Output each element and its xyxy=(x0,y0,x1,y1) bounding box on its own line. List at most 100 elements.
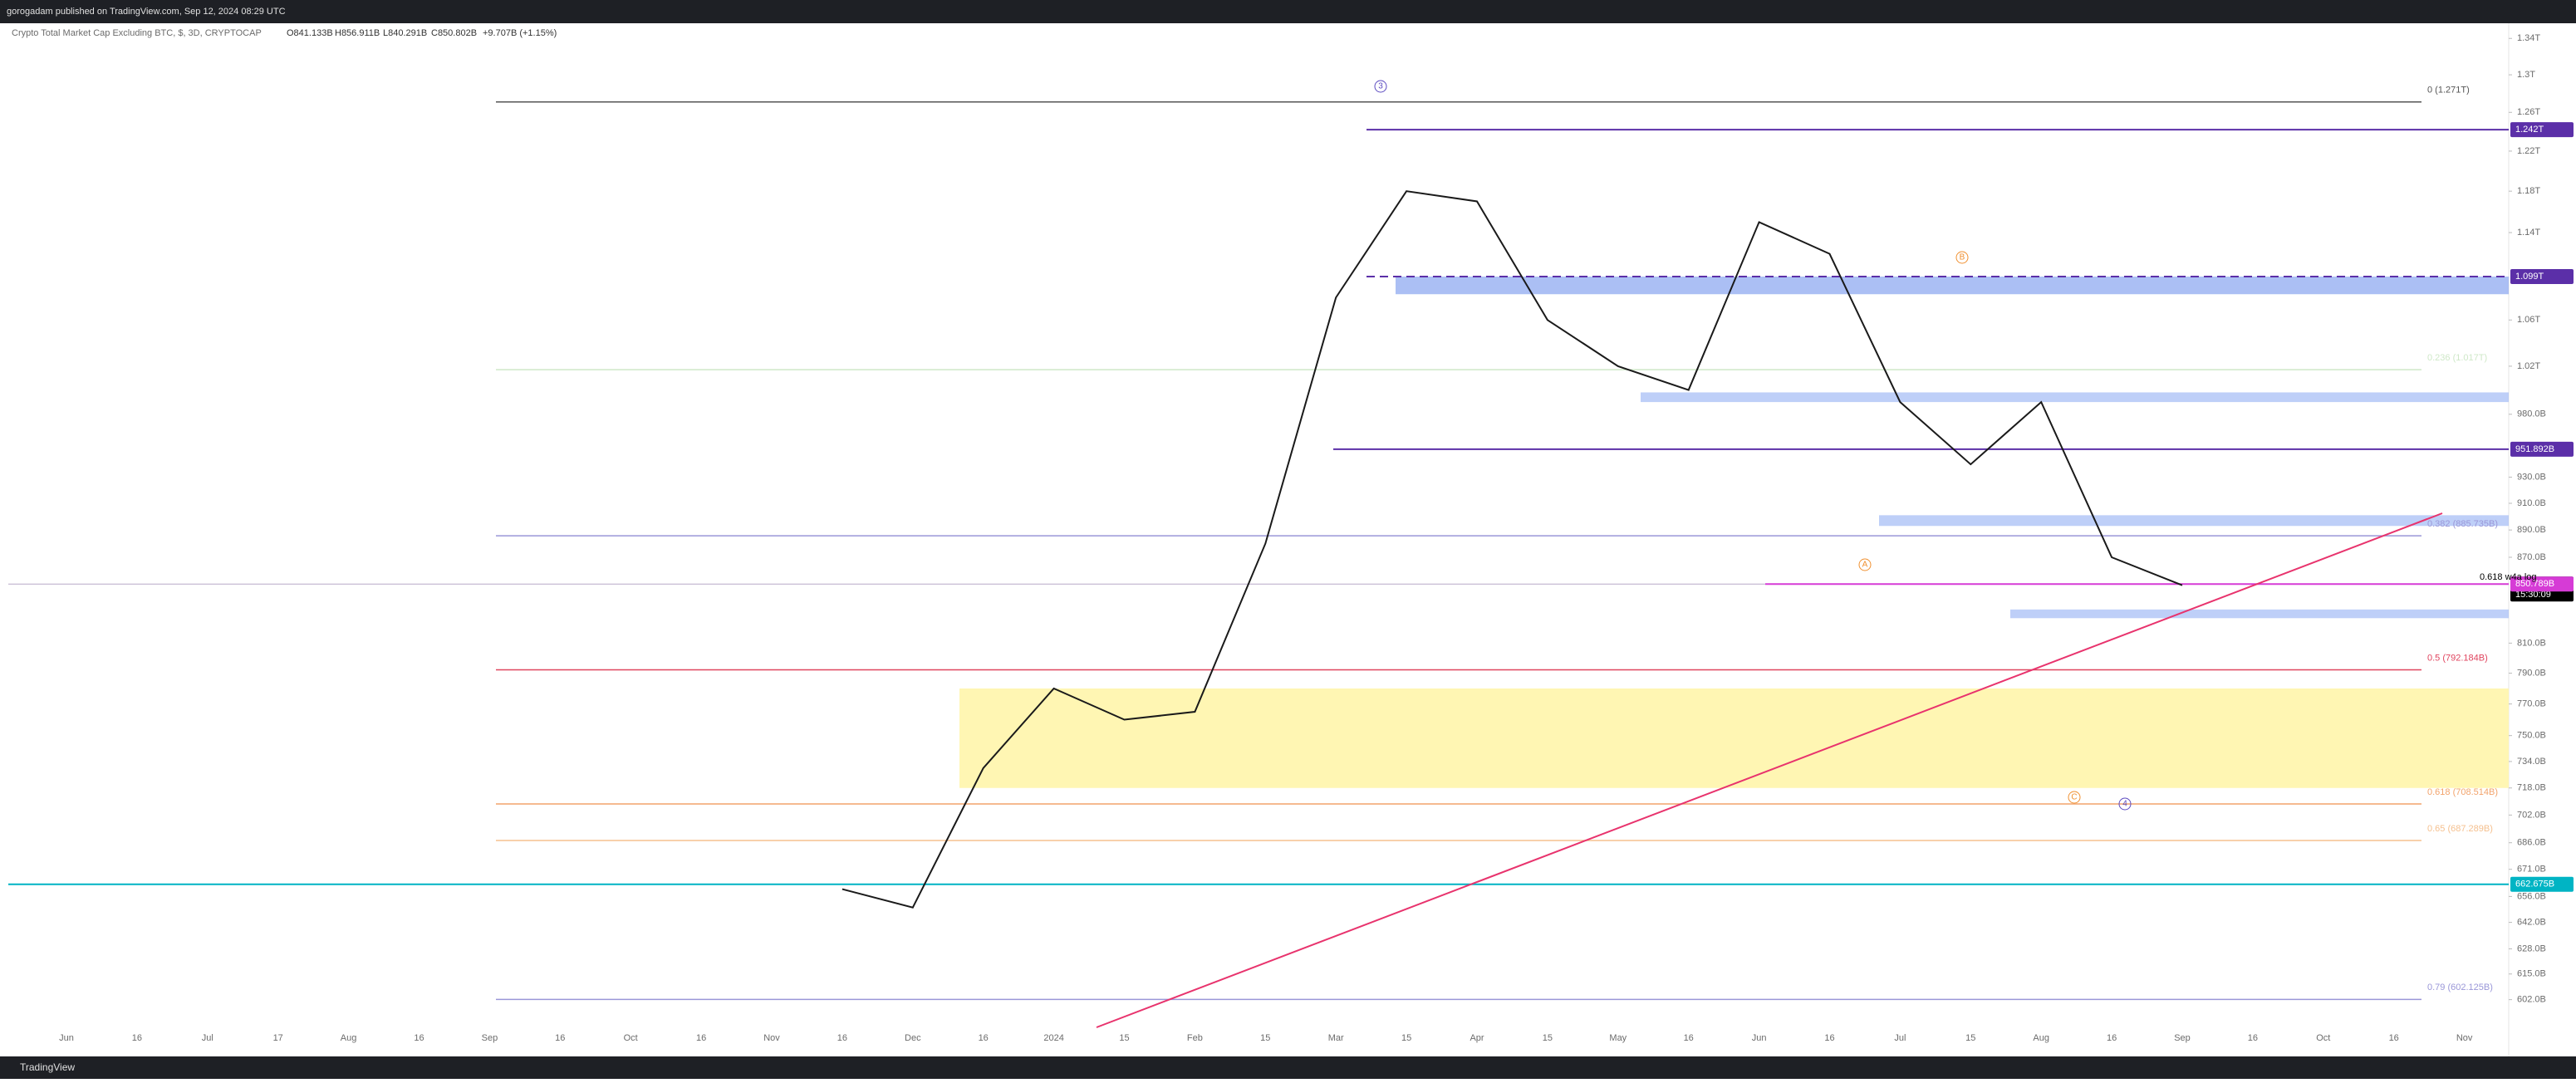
ohlc-value: C850.802B xyxy=(431,28,477,38)
zone xyxy=(1641,392,2509,403)
price-badge xyxy=(2510,269,2574,285)
symbol-title: Crypto Total Market Cap Excluding BTC, $… xyxy=(12,28,262,38)
y-tick-label: 686.0B xyxy=(2517,838,2546,848)
top-bar xyxy=(0,0,2576,23)
x-tick-label: 17 xyxy=(273,1033,283,1043)
y-tick-label: 770.0B xyxy=(2517,699,2546,709)
x-tick-label: 16 xyxy=(837,1033,847,1043)
x-tick-label: 15 xyxy=(1119,1033,1129,1043)
y-tick-label: 870.0B xyxy=(2517,552,2546,562)
wave-marker xyxy=(1858,558,1872,571)
trendline xyxy=(1096,512,2443,1028)
x-tick-label: Oct xyxy=(2316,1033,2330,1043)
footer-logo: TradingView xyxy=(20,1061,75,1073)
x-tick-label: 16 xyxy=(2389,1033,2399,1043)
bottom-bar xyxy=(0,1056,2576,1079)
y-tick-label: 615.0B xyxy=(2517,969,2546,979)
wave-label: 4 xyxy=(2122,800,2127,809)
x-tick-label: Mar xyxy=(1328,1033,1344,1043)
price-badge xyxy=(2510,576,2574,592)
ohlc-value: H856.911B xyxy=(335,28,380,38)
y-tick-label: 1.18T xyxy=(2517,186,2540,196)
x-tick-label: Jun xyxy=(1752,1033,1767,1043)
x-tick-label: Nov xyxy=(2456,1033,2473,1043)
x-tick-label: Aug xyxy=(341,1033,357,1043)
x-tick-label: Jul xyxy=(1894,1033,1906,1043)
x-tick-label: 15 xyxy=(1401,1033,1411,1043)
price-line-series xyxy=(841,190,2183,909)
x-tick-label: 16 xyxy=(1824,1033,1834,1043)
wave-marker xyxy=(2068,791,2081,804)
y-tick-label: 980.0B xyxy=(2517,409,2546,419)
wave-marker xyxy=(1955,251,1969,264)
x-tick-label: 16 xyxy=(696,1033,706,1043)
x-tick-label: Aug xyxy=(2033,1033,2049,1043)
zone xyxy=(959,688,2509,788)
y-tick-label: 1.22T xyxy=(2517,146,2540,156)
y-tick-label: 642.0B xyxy=(2517,917,2546,927)
x-tick-label: 15 xyxy=(1260,1033,1270,1043)
wave-label: C xyxy=(2071,793,2077,802)
y-tick-label: 810.0B xyxy=(2517,638,2546,648)
y-tick-label: 1.02T xyxy=(2517,361,2540,371)
y-tick-label: 890.0B xyxy=(2517,525,2546,535)
y-tick-label: 1.34T xyxy=(2517,33,2540,43)
zone xyxy=(1396,277,2509,295)
x-tick-label: 15 xyxy=(1543,1033,1553,1043)
y-tick-label: 790.0B xyxy=(2517,668,2546,678)
x-tick-label: 16 xyxy=(1684,1033,1694,1043)
fib-label: 0.65 (687.289B) xyxy=(2427,824,2493,834)
wave-marker xyxy=(2118,797,2132,811)
wave-label: B xyxy=(1960,253,1965,262)
wave-label: A xyxy=(1862,561,1868,570)
x-tick-label: May xyxy=(1609,1033,1627,1043)
y-tick-label: 671.0B xyxy=(2517,865,2546,875)
x-tick-label: Apr xyxy=(1470,1033,1484,1043)
fib-label: 0.5 (792.184B) xyxy=(2427,653,2488,663)
y-tick-label: 1.14T xyxy=(2517,228,2540,238)
zone xyxy=(2010,609,2509,619)
y-tick-label: 702.0B xyxy=(2517,810,2546,820)
fib-label: 0.79 (602.125B) xyxy=(2427,983,2493,992)
y-tick-label: 656.0B xyxy=(2517,891,2546,901)
y-tick-label: 1.06T xyxy=(2517,315,2540,325)
y-tick-label: 1.3T xyxy=(2517,70,2535,80)
x-tick-label: Dec xyxy=(905,1033,921,1043)
y-tick-label: 910.0B xyxy=(2517,498,2546,508)
x-tick-label: Oct xyxy=(624,1033,638,1043)
fib-label: 0 (1.271T) xyxy=(2427,86,2470,96)
fib-label: 0.236 (1.017T) xyxy=(2427,353,2487,363)
price-badge-label: 1.242T xyxy=(2515,125,2544,135)
price-badge-label: 850.789B xyxy=(2515,579,2554,589)
price-badge xyxy=(2510,441,2574,457)
x-tick-label: Jul xyxy=(202,1033,213,1043)
price-badge-label: 1.099T xyxy=(2515,272,2544,282)
y-tick-label: 718.0B xyxy=(2517,783,2546,793)
ohlc-value: L840.291B xyxy=(383,28,427,38)
y-tick-label: 930.0B xyxy=(2517,472,2546,482)
wave-label: 3 xyxy=(1378,82,1383,91)
x-tick-label: Jun xyxy=(59,1033,74,1043)
x-tick-label: 16 xyxy=(555,1033,565,1043)
x-tick-label: Feb xyxy=(1187,1033,1203,1043)
x-tick-label: 16 xyxy=(132,1033,142,1043)
price-badge xyxy=(2510,876,2574,892)
price-badge-label: 951.892B xyxy=(2515,444,2554,454)
publisher: gorogadam published on TradingView.com, … xyxy=(7,7,286,17)
price-badge-time: 15:30:09 xyxy=(2515,590,2551,600)
y-tick-label: 734.0B xyxy=(2517,757,2546,767)
x-tick-label: 15 xyxy=(1965,1033,1975,1043)
y-tick-label: 750.0B xyxy=(2517,731,2546,741)
plot: 1.34T 1.3T 1.26T 1.22T 1.18T 1.14T 1.06T 1.02T 9… xyxy=(8,28,2574,1043)
x-tick-label: 16 xyxy=(2248,1033,2258,1043)
y-tick-label: 628.0B xyxy=(2517,943,2546,953)
wave-marker xyxy=(1374,80,1387,93)
wave-label: 0.618 w4a log xyxy=(2480,572,2537,582)
price-badge-label: 662.675B xyxy=(2515,880,2554,889)
price-badge xyxy=(2510,122,2574,138)
x-tick-label: Sep xyxy=(2174,1033,2191,1043)
fib-label: 0.382 (885.735B) xyxy=(2427,519,2498,529)
x-tick-label: 16 xyxy=(979,1033,989,1043)
x-tick-label: 2024 xyxy=(1043,1033,1063,1043)
